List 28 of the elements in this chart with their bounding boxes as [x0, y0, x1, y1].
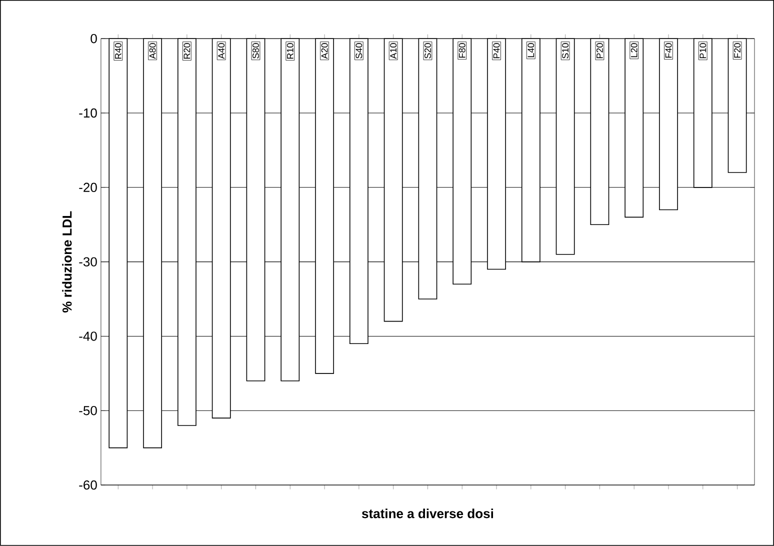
y-tick-label: -60: [79, 480, 97, 490]
y-tick-label: -30: [79, 257, 97, 267]
y-tick-label: -20: [79, 182, 97, 192]
x-tick-label: R10: [286, 43, 294, 59]
x-tick-label: S10: [562, 43, 569, 59]
x-tick-label: S40: [356, 43, 362, 59]
y-tick-label: -50: [79, 406, 97, 416]
x-tick-label: A20: [321, 43, 328, 59]
x-tick-label: P10: [700, 43, 706, 58]
x-axis-title: statine a diverse dosi: [362, 508, 494, 518]
x-tick-label: R20: [184, 43, 190, 59]
x-tick-label: P20: [596, 43, 603, 58]
x-tick-label: R40: [114, 43, 122, 59]
x-tick-label: F40: [665, 43, 672, 58]
x-tick-label: S20: [424, 43, 431, 59]
x-tick-label: A80: [149, 43, 156, 59]
x-tick-label: P40: [493, 43, 500, 58]
x-tick-label: F20: [734, 43, 740, 58]
x-tick-label: L40: [528, 43, 534, 58]
y-tick-label: 0: [90, 34, 97, 44]
y-tick-label: -40: [79, 332, 97, 341]
x-tick-label: L20: [630, 43, 638, 58]
x-tick-label: S80: [252, 43, 259, 59]
x-tick-label: A10: [390, 43, 397, 59]
x-tick-label: F80: [458, 43, 466, 58]
x-tick-label: A40: [218, 43, 225, 59]
y-tick-label: -10: [79, 108, 97, 118]
y-axis-title: % riduzione LDL: [62, 211, 72, 313]
